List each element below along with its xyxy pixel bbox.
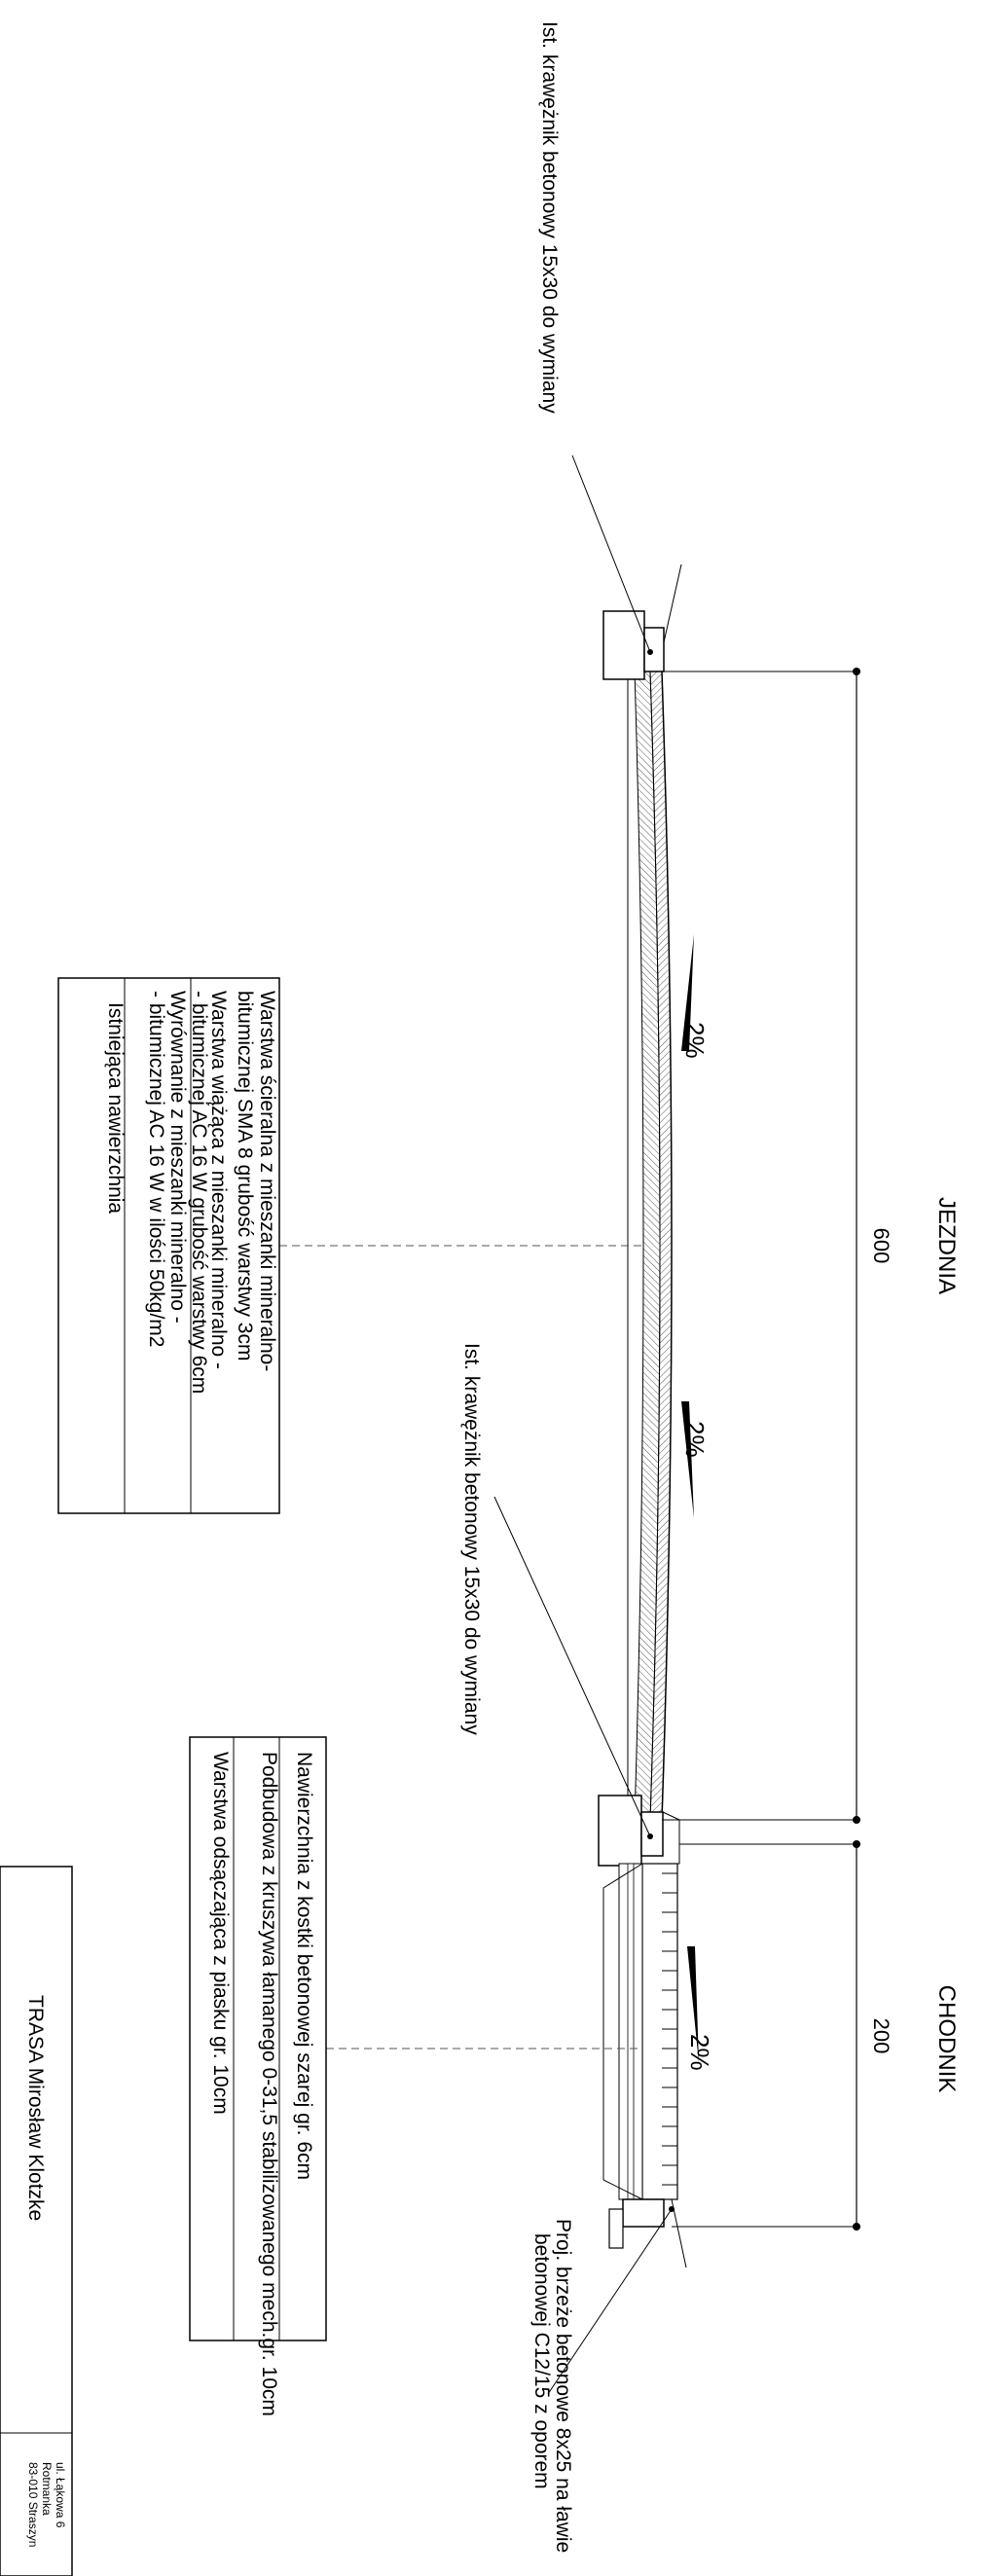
title-block-frame [0,1866,73,2576]
roadway-layer-1a: Warstwa ścieralna z mieszanki mineralno- [256,991,278,1371]
sidewalk-layer-3: Warstwa odsączająca z piasku gr. 10cm [209,1752,232,2115]
slope-label-sidewalk: 2% [685,2034,714,2071]
callout-edge-line2: betonowej C12/15 z oporem [530,2233,553,2489]
slope-label-left: 2% [680,1022,710,1059]
slope-label-right: 2% [680,1421,710,1458]
sidewalk-layer-1: Nawierzchnia z kostki betonowej szarej g… [293,1752,315,2180]
slope-arrows [681,934,699,2063]
roadway-layer-1b: bitumicznej SMA 8 grubość warstwy 3cm [234,991,256,1361]
sidewalk-structure [602,1863,678,2200]
slope-arrow-left [681,934,694,1051]
callout-curb-middle: Ist. krawężnik betonowy 15x30 do wymiany [460,1343,483,1735]
roadway-layer-4: Istniejąca nawierzchnia [104,1002,127,1214]
sidewalk-layers-box [189,1736,327,2341]
curb-left [602,563,682,680]
sidewalk-layer-2: Podbudowa z kruszywa łamanego 0-31,5 sta… [258,1752,280,2416]
roadway-layer-2b: - bitumicznej AC 16 W grubość warstwy 6c… [188,991,210,1394]
road-profile [598,563,687,2268]
edge-end [608,2198,687,2268]
curb-middle [598,1795,680,1867]
dimension-lines [662,668,860,2231]
dimension-roadway-width: 600 [869,1228,894,1264]
dimension-sidewalk-width: 200 [869,2018,894,2054]
roadway-layer-2a: Warstwa wiążąca z mieszanki mineralno - [207,991,230,1369]
callout-edge-line1: Proj. brzeże betonowe 8x25 na ławie [552,2219,574,2553]
title-address-line3: 83-010 Straszyn [26,2462,40,2547]
slope-arrow-right [681,1401,694,1518]
roadway-layers-box [57,977,280,1514]
leader-lines [279,454,673,2395]
section-label-sidewalk: CHODNIK [933,1985,960,2093]
title-company: TRASA Mirosław Klotzke [24,1995,47,2221]
callout-curb-left: Ist. krawężnik betonowy 15x30 do wymiany [538,21,561,414]
title-address-line1: ul. Łąkowa 6 [54,2462,67,2528]
section-label-roadway: JEZDNIA [933,1197,960,1294]
roadway-layer-3a: Wyrównanie z mieszanki mineralno - [166,991,189,1324]
roadway-layer-3b: - bitumicznej AC 16 W w ilości 50kg/m2 [145,991,167,1347]
title-address-line2: Rotmanka [40,2462,54,2516]
slope-arrow-sidewalk [687,1946,699,2063]
